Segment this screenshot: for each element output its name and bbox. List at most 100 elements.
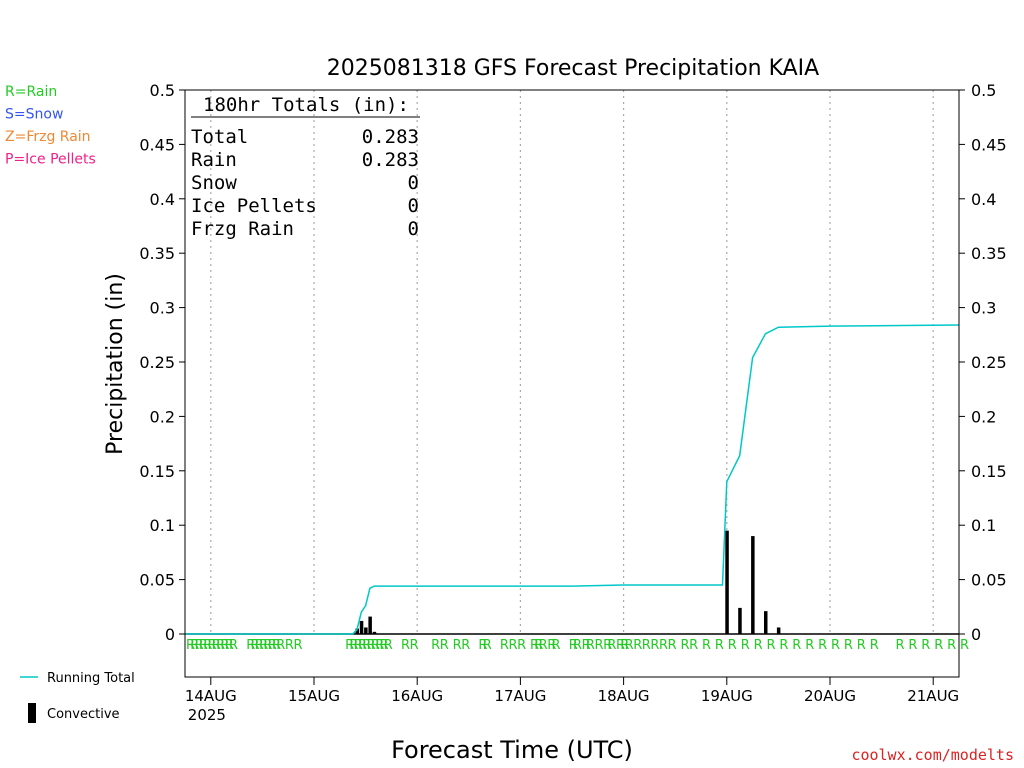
rain-marker: R	[268, 638, 277, 653]
x-tick-label: 15AUG	[288, 687, 340, 705]
rain-marker: R	[263, 638, 272, 653]
convective-bar	[738, 607, 742, 634]
x-axis-label: Forecast Time (UTC)	[391, 736, 633, 764]
rain-marker: R	[483, 638, 492, 653]
rain-marker: R	[500, 638, 509, 653]
x-tick-label: 16AUG	[391, 687, 443, 705]
ptype-key-item: P=Ice Pellets	[5, 152, 96, 168]
rain-marker: R	[358, 638, 367, 653]
rain-marker: R	[246, 638, 255, 653]
rain-marker: R	[586, 638, 595, 653]
y-tick-label-left: 0	[165, 625, 175, 644]
rain-marker: R	[255, 638, 264, 653]
legend-running-total-label: Running Total	[47, 671, 135, 686]
rain-marker: R	[603, 638, 612, 653]
rain-marker: R	[857, 638, 866, 653]
y-tick-label-right: 0.45	[971, 135, 1007, 154]
rain-marker: R	[668, 638, 677, 653]
rain-marker: R	[272, 638, 281, 653]
rain-marker: R	[896, 638, 905, 653]
rain-marker: R	[380, 638, 389, 653]
convective-bar	[359, 620, 364, 634]
y-tick-label-right: 0.35	[971, 244, 1007, 263]
rain-marker: R	[285, 638, 294, 653]
rain-marker: R	[539, 638, 548, 653]
rain-marker: R	[818, 638, 827, 653]
rain-marker: R	[921, 638, 930, 653]
ptype-key-item: Z=Frzg Rain	[5, 129, 91, 145]
rain-marker: R	[616, 638, 625, 653]
convective-bar	[368, 616, 372, 634]
y-tick-label-left: 0.4	[150, 190, 175, 209]
rain-marker: R	[689, 638, 698, 653]
x-tick-label: 20AUG	[804, 687, 856, 705]
rain-marker: R	[440, 638, 449, 653]
rain-marker: R	[410, 638, 419, 653]
convective-bar	[364, 627, 368, 634]
rain-marker: R	[650, 638, 659, 653]
running-total-line	[185, 324, 960, 635]
rain-marker: R	[569, 638, 578, 653]
rain-marker: R	[534, 638, 543, 653]
rain-marker: R	[805, 638, 814, 653]
rain-marker: R	[844, 638, 853, 653]
rain-marker: R	[934, 638, 943, 653]
rain-marker: R	[625, 638, 634, 653]
rain-marker: R	[453, 638, 462, 653]
rain-marker: R	[947, 638, 956, 653]
rain-marker: R	[517, 638, 526, 653]
rain-marker: R	[371, 638, 380, 653]
rain-marker: R	[461, 638, 470, 653]
y-tick-label-left: 0.25	[139, 353, 175, 372]
legend-convective-label: Convective	[47, 707, 120, 722]
rain-marker: R	[552, 638, 561, 653]
rain-marker: R	[345, 638, 354, 653]
y-tick-label-left: 0.3	[150, 299, 175, 318]
rain-marker: R	[702, 638, 711, 653]
rain-marker: R	[259, 638, 268, 653]
y-tick-label-left: 0.05	[139, 571, 175, 590]
x-year-label: 2025	[188, 706, 226, 724]
convective-bar	[764, 611, 768, 634]
totals-row-label: Total	[191, 126, 248, 148]
totals-row-value: 0.283	[362, 149, 419, 171]
rain-marker: R	[199, 638, 208, 653]
legend-convective-swatch	[28, 703, 36, 723]
rain-marker: R	[367, 638, 376, 653]
x-tick-label: 14AUG	[185, 687, 237, 705]
rain-marker: R	[767, 638, 776, 653]
rain-marker: R	[595, 638, 604, 653]
convective-bar	[725, 530, 729, 634]
x-tick-label: 18AUG	[598, 687, 650, 705]
y-tick-label-right: 0.5	[971, 81, 996, 100]
rain-marker: R	[633, 638, 642, 653]
y-tick-label-right: 0.3	[971, 299, 996, 318]
rain-marker: R	[229, 638, 238, 653]
rain-marker: R	[741, 638, 750, 653]
rain-marker: R	[212, 638, 221, 653]
rain-marker: R	[642, 638, 651, 653]
rain-marker: R	[728, 638, 737, 653]
rain-marker: R	[349, 638, 358, 653]
rain-marker: R	[831, 638, 840, 653]
y-axis-label: Precipitation (in)	[103, 273, 128, 455]
rain-marker: R	[681, 638, 690, 653]
rain-marker: R	[659, 638, 668, 653]
rain-marker: R	[792, 638, 801, 653]
rain-marker: R	[216, 638, 225, 653]
y-tick-label-right: 0.4	[971, 190, 996, 209]
rain-marker: R	[401, 638, 410, 653]
rain-marker: R	[478, 638, 487, 653]
y-tick-label-right: 0.2	[971, 407, 996, 426]
y-tick-label-left: 0.1	[150, 516, 175, 535]
rain-marker: R	[779, 638, 788, 653]
rain-marker: R	[362, 638, 371, 653]
x-tick-label: 21AUG	[907, 687, 959, 705]
totals-rows: Total 0.283 Rain 0.283 Snow 0 Ice Pellets 0 Frzg…	[191, 126, 419, 240]
totals-row-label: Ice Pellets	[191, 195, 317, 217]
totals-row-value: 0	[408, 195, 419, 217]
rain-marker: R	[354, 638, 363, 653]
rain-marker: R	[908, 638, 917, 653]
